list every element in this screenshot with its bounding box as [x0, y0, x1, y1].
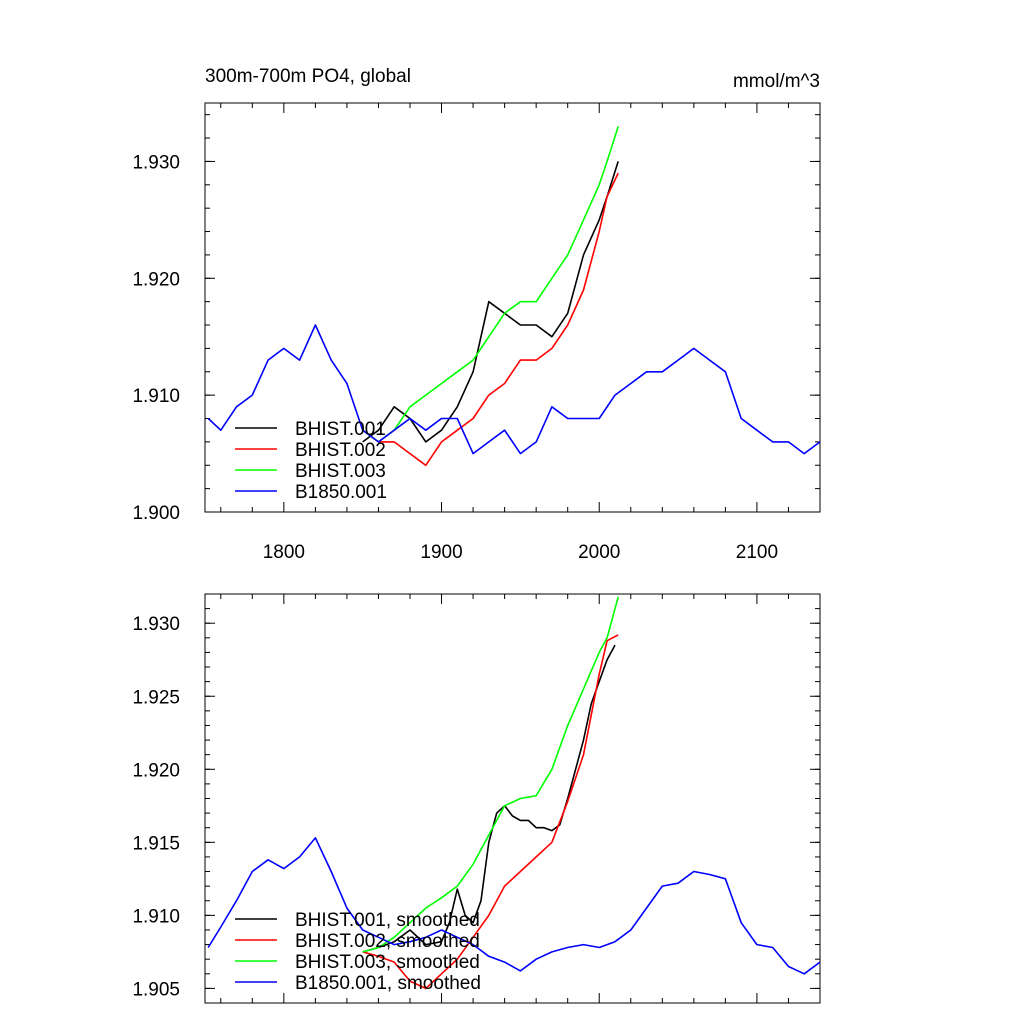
- y-tick-label: 1.900: [132, 503, 180, 524]
- y-tick-label: 1.925: [132, 687, 180, 708]
- x-tick-label: 1800: [263, 542, 305, 563]
- series-line-bhist-002: [362, 172, 619, 467]
- y-tick-label: 1.905: [132, 979, 180, 1000]
- y-tick-label: 1.910: [132, 386, 180, 407]
- top-panel: 300m-700m PO4, global mmol/m^3 1800 1900 2…: [132, 66, 821, 563]
- legend-label: B1850.001, smoothed: [295, 973, 481, 994]
- legend-label: BHIST.002: [295, 440, 386, 461]
- legend-label: BHIST.001: [295, 419, 386, 440]
- series-line-bhist-001: [362, 161, 619, 443]
- series-line-bhist-003-smoothed: [362, 596, 619, 953]
- units-label: mmol/m^3: [733, 71, 820, 92]
- y-tick-label: 1.915: [132, 833, 180, 854]
- x-tick-label: 1900: [420, 542, 462, 563]
- x-tick-label: 2100: [736, 542, 778, 563]
- y-tick-label: 1.910: [132, 906, 180, 927]
- y-tick-label: 1.920: [132, 269, 180, 290]
- y-tick-label: 1.920: [132, 760, 180, 781]
- legend-label: BHIST.001, smoothed: [295, 910, 480, 931]
- series-line-b1850-001-smoothed: [207, 837, 820, 975]
- legend-label: BHIST.003, smoothed: [295, 952, 480, 973]
- y-tick-label: 1.930: [132, 614, 180, 635]
- series-line-b1850-001: [207, 324, 820, 455]
- chart-title: 300m-700m PO4, global: [205, 66, 411, 87]
- x-tick-label: 2000: [578, 542, 620, 563]
- series-line-bhist-001-smoothed: [362, 644, 616, 953]
- bottom-panel: 1.905 1.910 1.915 1.920 1.925 1.930 BHIST.001,…: [132, 593, 821, 1004]
- series-line-bhist-003: [362, 126, 619, 443]
- top-plot-frame: [204, 102, 821, 513]
- series-line-bhist-002-smoothed: [362, 634, 619, 990]
- y-tick-label: 1.930: [132, 152, 180, 173]
- legend-label: B1850.001: [295, 482, 387, 503]
- legend-label: BHIST.002, smoothed: [295, 931, 480, 952]
- legend-label: BHIST.003: [295, 461, 386, 482]
